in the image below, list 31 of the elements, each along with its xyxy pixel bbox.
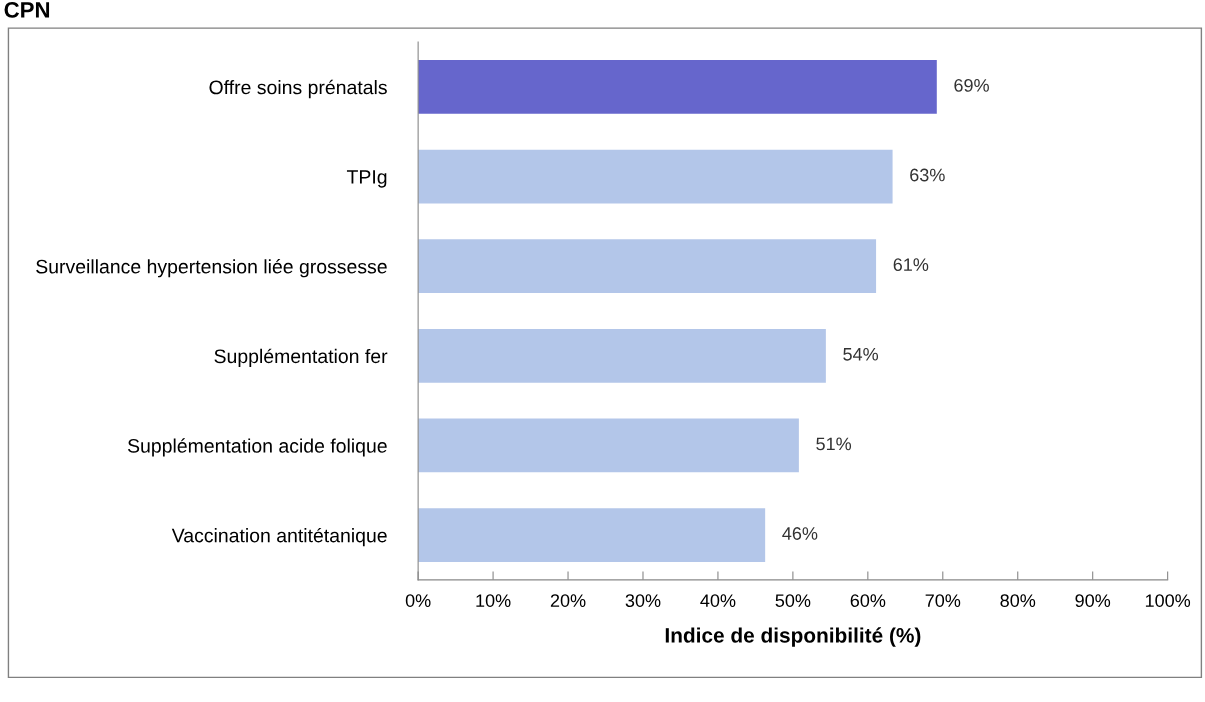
bar (418, 418, 799, 473)
x-tick-label: 70% (925, 594, 961, 607)
bar (418, 508, 766, 562)
x-tick-label: 60% (850, 594, 886, 607)
bar (418, 60, 937, 114)
x-tick-label: 50% (775, 594, 811, 607)
y-tick-label: Supplémentation acide folique (127, 438, 387, 457)
bar (418, 239, 877, 294)
x-axis-title: Indice de disponibilité (%) (665, 627, 921, 647)
bar (418, 328, 826, 383)
x-tick-label: 10% (476, 594, 511, 607)
y-tick-label: Surveillance hypertension liée grossesse (36, 259, 387, 278)
data-label: 61% (893, 258, 929, 272)
data-label: 46% (782, 527, 818, 540)
data-label: 69% (954, 78, 989, 92)
x-tick-label: 90% (1075, 594, 1111, 607)
data-label: 54% (843, 347, 879, 361)
x-tick-label: 20% (550, 594, 586, 607)
y-tick-label: Vaccination antitétanique (171, 527, 387, 547)
x-tick-label: 100% (1145, 594, 1191, 607)
bar (418, 149, 893, 204)
x-tick-label: 80% (1000, 594, 1036, 607)
y-tick-label: TPIg (346, 170, 387, 188)
text: CPN (4, 1, 50, 18)
y-tick-label: Supplémentation fer (214, 348, 388, 367)
x-tick-label: 40% (700, 594, 736, 607)
data-label: 51% (816, 437, 852, 451)
y-tick-label: Offre soins prénatals (209, 79, 387, 99)
x-tick-label: 30% (625, 594, 661, 607)
x-tick-label: 0% (405, 594, 431, 607)
data-label: 63% (910, 168, 945, 182)
